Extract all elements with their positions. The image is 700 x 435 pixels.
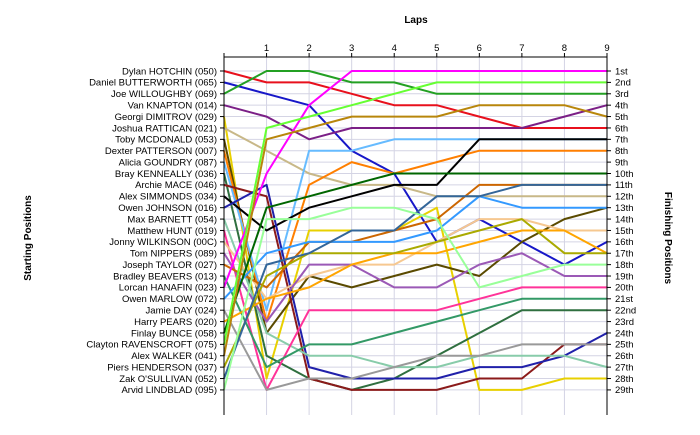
x-tick-label: 7 xyxy=(519,43,524,54)
right-axis-title: Finishing Positions xyxy=(662,192,673,285)
series-line-23 xyxy=(223,229,608,323)
series-line-8 xyxy=(223,149,607,323)
starting-position-label: Jonny WILKINSON (00C) xyxy=(109,237,217,248)
starting-position-label: Joshua RATTICAN (021) xyxy=(112,123,217,134)
finishing-position-label: 5th xyxy=(615,112,628,123)
finishing-position-label: 16th xyxy=(615,237,634,248)
series-line-29 xyxy=(223,206,607,391)
starting-position-label: Alex WALKER (041) xyxy=(131,351,217,362)
finishing-position-label: 19th xyxy=(615,271,634,282)
series-line-19 xyxy=(223,275,607,369)
starting-position-label: Joseph TAYLOR (027) xyxy=(122,260,217,271)
left-axis-title: Starting Positions xyxy=(23,195,34,281)
starting-position-label: Clayton RAVENSCROFT (075) xyxy=(86,340,217,351)
finishing-position-label: 6th xyxy=(615,123,628,134)
series-line-21 xyxy=(223,195,607,300)
starting-position-label: Arvid LINDBLAD (095) xyxy=(121,385,217,396)
series-line-15 xyxy=(223,230,607,391)
starting-position-label: Lorcan HANAFIN (023) xyxy=(119,283,217,294)
starting-position-label: Dexter PATTERSON (007) xyxy=(105,146,217,157)
series-line-27 xyxy=(223,218,607,368)
starting-position-label: Joe WILLOUGHBY (069) xyxy=(111,89,217,100)
starting-position-label: Zak O'SULLIVAN (052) xyxy=(119,374,217,385)
x-tick-label: 8 xyxy=(562,43,567,54)
series-line-13 xyxy=(223,183,608,380)
finishing-position-label: 14th xyxy=(615,214,634,225)
starting-position-label: Alex SIMMONDS (034) xyxy=(119,192,217,203)
finishing-position-label: 9th xyxy=(615,157,628,168)
axes xyxy=(220,53,611,415)
series-line-22 xyxy=(223,309,607,391)
x-tick-label: 2 xyxy=(306,43,311,54)
starting-position-label: Piers HENDERSON (037) xyxy=(107,362,217,373)
finishing-position-label: 1st xyxy=(615,66,628,77)
starting-position-label: Bray KENNEALLY (036) xyxy=(115,169,217,180)
finishing-position-label: 17th xyxy=(615,249,634,260)
finishing-position-label: 23rd xyxy=(615,317,634,328)
starting-position-label: Bradley BEAVERS (013) xyxy=(113,271,217,282)
series-line-20 xyxy=(223,70,607,288)
finishing-position-labels: 1st2nd3rd4th5th6th7th8th9th10th11th12th1… xyxy=(615,66,636,396)
lap-tick-labels: 1 2 3 4 5 6 7 8 9 xyxy=(264,43,610,54)
series-line-26 xyxy=(223,104,608,356)
finishing-position-label: 24th xyxy=(615,328,634,339)
starting-position-label: Harry PEARS (020) xyxy=(134,317,217,328)
starting-position-label: Matthew HUNT (019) xyxy=(127,226,217,237)
starting-position-labels: Dylan HOTCHIN (050)Daniel BUTTERWORTH (0… xyxy=(86,66,217,396)
x-tick-label: 1 xyxy=(264,43,269,54)
finishing-position-label: 10th xyxy=(615,169,634,180)
finishing-position-label: 13th xyxy=(615,203,634,214)
finishing-position-label: 2nd xyxy=(615,78,631,89)
finishing-position-label: 28th xyxy=(615,374,634,385)
x-tick-label: 6 xyxy=(477,43,482,54)
finishing-position-label: 29th xyxy=(615,385,634,396)
starting-position-label: Toby MCDONALD (053) xyxy=(115,135,217,146)
finishing-position-label: 21st xyxy=(615,294,633,305)
x-tick-label: 5 xyxy=(434,43,439,54)
series-line-14 xyxy=(223,218,608,369)
x-tick-label: 4 xyxy=(392,43,397,54)
starting-position-label: Archie MACE (046) xyxy=(135,180,217,191)
x-tick-label: 3 xyxy=(349,43,354,54)
finishing-position-label: 18th xyxy=(615,260,634,271)
series-line-25 xyxy=(223,81,607,345)
series-lines xyxy=(223,70,608,391)
series-line-2 xyxy=(223,81,608,266)
finishing-position-label: 11th xyxy=(615,180,633,191)
finishing-position-label: 27th xyxy=(615,362,634,373)
starting-position-label: Finlay BUNCE (058) xyxy=(131,328,217,339)
finishing-position-label: 26th xyxy=(615,351,634,362)
series-line-24 xyxy=(223,172,607,334)
finishing-position-label: 3rd xyxy=(615,89,629,100)
finishing-position-label: 8th xyxy=(615,146,628,157)
finishing-position-label: 20th xyxy=(615,283,634,294)
starting-position-label: Van KNAPTON (014) xyxy=(128,100,217,111)
starting-position-label: Max BARNETT (054) xyxy=(127,214,217,225)
finishing-position-label: 25th xyxy=(615,340,634,351)
starting-position-label: Owen JOHNSON (016) xyxy=(118,203,217,214)
series-line-4 xyxy=(223,104,608,141)
finishing-position-label: 22nd xyxy=(615,305,636,316)
starting-position-label: Tom NIPPERS (089) xyxy=(130,249,217,260)
starting-position-label: Georgi DIMITROV (029) xyxy=(115,112,217,123)
starting-position-label: Daniel BUTTERWORTH (065) xyxy=(89,78,217,89)
finishing-position-label: 4th xyxy=(615,100,628,111)
starting-position-label: Dylan HOTCHIN (050) xyxy=(122,66,217,77)
finishing-position-label: 12th xyxy=(615,192,634,203)
starting-position-label: Owen MARLOW (072) xyxy=(122,294,217,305)
starting-position-label: Jamie DAY (024) xyxy=(146,305,217,316)
starting-position-label: Alicia GOUNDRY (087) xyxy=(119,157,217,168)
series-line-6 xyxy=(223,127,607,198)
x-axis-title: Laps xyxy=(404,15,428,26)
x-tick-label: 9 xyxy=(604,43,609,54)
series-line-1 xyxy=(223,70,607,129)
finishing-position-label: 15th xyxy=(615,226,634,237)
finishing-position-label: 7th xyxy=(615,135,628,146)
